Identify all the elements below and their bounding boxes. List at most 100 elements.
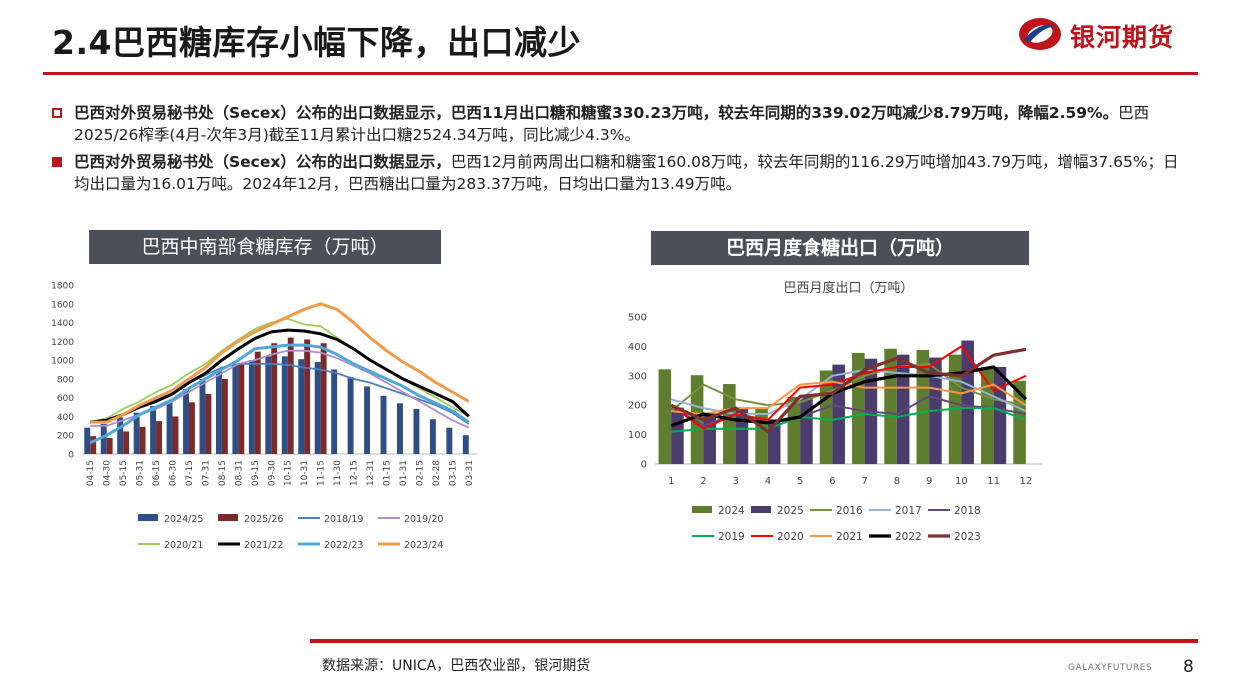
inventory-bar-2024-25 — [347, 377, 354, 454]
inventory-bar-2024-25 — [100, 423, 107, 454]
export-bar-2025 — [703, 413, 716, 464]
inventory-bar-2024-25 — [397, 403, 403, 454]
inventory-x-tick-label: 12-31 — [366, 460, 376, 486]
inventory-x-tick-label: 10-15 — [284, 460, 294, 486]
export-legend-label: 2017 — [895, 505, 922, 517]
export-bar-2024 — [787, 396, 801, 464]
export-line-2023 — [670, 347, 1027, 434]
export-legend-swatch — [692, 506, 712, 513]
inventory-chart: 0 200 400 600 800 1000 1200 1400 1600 1800 04-15 04… — [51, 282, 477, 551]
inventory-line-2020-21 — [89, 317, 470, 423]
bullet-2-text: 巴西12月前两周出口糖和糖蜜160.08万吨，较去年同期的116.29万吨增加4… — [74, 153, 1179, 193]
inventory-bar-2024-25 — [150, 406, 157, 454]
export-y-tick-label: 100 — [628, 430, 647, 441]
inventory-y-tick-label: 1400 — [51, 319, 74, 329]
page-number: 8 — [1183, 657, 1194, 677]
inventory-legend-label: 2019/20 — [404, 514, 443, 525]
export-legend-swatch — [751, 506, 771, 513]
inventory-bar-2025-26 — [221, 378, 228, 454]
inventory-x-tick-label: 03-15 — [448, 460, 458, 486]
inventory-y-tick-label: 1600 — [51, 300, 74, 310]
inventory-bar-2024-25 — [462, 435, 469, 454]
export-x-tick-label: 6 — [829, 476, 835, 487]
export-bar-2025 — [961, 340, 974, 464]
export-legend-label: 2020 — [777, 531, 804, 543]
inventory-bar-2025-26 — [304, 339, 311, 454]
inventory-legend-label: 2021/22 — [244, 540, 283, 551]
inventory-bar-2024-25 — [199, 378, 206, 454]
inventory-x-tick-label: 12-15 — [350, 460, 360, 486]
export-y-tick-label: 300 — [628, 371, 647, 382]
inventory-bar-2025-26 — [271, 343, 278, 454]
export-x-tick-label: 8 — [894, 476, 900, 487]
export-y-tick-label: 400 — [628, 342, 647, 353]
inventory-x-tick-label: 08-31 — [234, 460, 244, 486]
inventory-legend-label: 2022/23 — [324, 540, 363, 551]
export-line-2017 — [670, 368, 1027, 415]
inventory-legend-label: 2018/19 — [324, 514, 363, 525]
bullet-item-2: 巴西对外贸易秘书处（Secex）公布的出口数据显示，巴西12月前两周出口糖和糖蜜… — [52, 151, 1192, 195]
data-source-note: 数据来源：UNICA，巴西农业部，银河期货 — [322, 658, 591, 674]
page-title: 2.4巴西糖库存小幅下降，出口减少 — [52, 23, 581, 62]
inventory-bar-2024-25 — [215, 371, 222, 454]
inventory-x-tick-label: 05-15 — [119, 460, 129, 486]
inventory-x-tick-label: 07-15 — [185, 460, 195, 486]
export-bar-2024 — [658, 369, 672, 464]
inventory-y-tick-label: 800 — [57, 375, 74, 385]
inventory-legend-label: 2025/26 — [244, 514, 283, 525]
export-y-tick-label: 500 — [628, 313, 647, 324]
inventory-legend-label: 2024/25 — [164, 514, 203, 525]
inventory-bar-2025-26 — [205, 393, 212, 454]
inventory-bar-2024-25 — [331, 369, 338, 454]
inventory-x-tick-label: 09-15 — [251, 460, 261, 486]
inventory-x-tick-label: 04-30 — [103, 460, 113, 486]
export-bar-2024 — [884, 348, 897, 464]
inventory-y-tick-label: 1800 — [51, 282, 74, 292]
export-legend-label: 2023 — [954, 531, 981, 543]
inventory-bar-2025-26 — [172, 416, 179, 454]
export-bar-2025 — [993, 366, 1007, 464]
inventory-y-tick-label: 600 — [57, 394, 74, 404]
inventory-x-tick-label: 06-30 — [169, 460, 179, 486]
export-bar-2025 — [735, 408, 749, 464]
inventory-line-2019-20 — [90, 349, 470, 429]
export-x-tick-label: 9 — [926, 476, 932, 487]
export-bar-2025 — [800, 395, 813, 464]
inventory-line-2023-24 — [90, 302, 470, 424]
export-bar-2024 — [723, 384, 736, 464]
inventory-x-tick-label: 10-31 — [300, 460, 310, 486]
inventory-bar-2025-26 — [156, 421, 162, 454]
inventory-x-tick-label: 08-15 — [218, 460, 228, 486]
footer-brand: GALAXYFUTURES — [1068, 663, 1153, 673]
inventory-bar-2024-25 — [84, 427, 91, 454]
inventory-line-2021-22 — [90, 328, 470, 424]
export-line-2020 — [670, 345, 1027, 430]
bullet-2-bold-text: 巴西对外贸易秘书处（Secex）公布的出口数据显示， — [74, 153, 451, 171]
inventory-bar-2025-26 — [90, 436, 97, 454]
inventory-y-tick-label: 400 — [57, 413, 74, 423]
inventory-x-tick-label: 02-28 — [432, 460, 442, 486]
inventory-bar-2025-26 — [238, 363, 245, 454]
export-bar-2024 — [916, 349, 930, 464]
inventory-bar-2024-25 — [281, 356, 288, 454]
inventory-y-tick-label: 200 — [57, 432, 74, 442]
inventory-x-tick-label: 09-30 — [267, 460, 277, 486]
export-legend-label: 2016 — [836, 505, 863, 517]
inventory-bar-2025-26 — [254, 351, 261, 454]
inventory-bar-2024-25 — [232, 363, 239, 454]
export-legend-label: 2021 — [836, 531, 863, 543]
export-bar-2025 — [671, 407, 684, 464]
inventory-x-tick-label: 11-15 — [317, 460, 327, 486]
export-x-tick-label: 3 — [732, 476, 738, 487]
inventory-legend-label: 2020/21 — [164, 540, 203, 551]
inventory-line-2018-19 — [90, 363, 470, 425]
inventory-x-tick-label: 01-31 — [399, 460, 409, 486]
footer-divider — [310, 639, 1198, 643]
export-x-tick-label: 7 — [861, 476, 867, 487]
export-legend-label: 2024 — [718, 505, 745, 517]
inventory-x-tick-label: 05-31 — [136, 460, 146, 486]
inventory-bar-2024-25 — [364, 386, 371, 454]
export-bar-2024 — [690, 375, 704, 464]
bullet-item-1: 巴西对外贸易秘书处（Secex）公布的出口数据显示，巴西11月出口糖和糖蜜330… — [52, 102, 1192, 146]
header-divider — [43, 72, 1198, 75]
